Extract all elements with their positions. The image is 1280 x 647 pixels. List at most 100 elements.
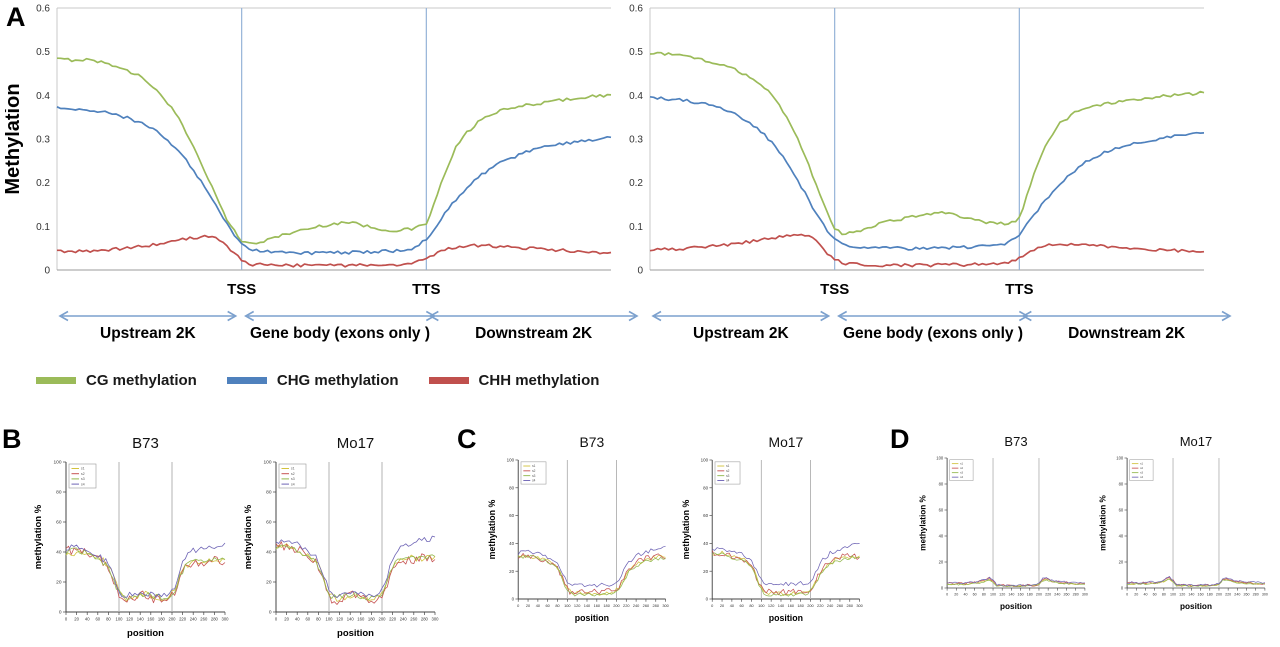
region-label: Gene body (exons only ) xyxy=(250,325,430,342)
svg-text:120: 120 xyxy=(126,617,134,622)
y-axis-ticks: 0 20 40 60 80 100 xyxy=(936,455,948,590)
svg-text:180: 180 xyxy=(368,617,376,622)
svg-text:s2: s2 xyxy=(1140,466,1143,470)
svg-text:100: 100 xyxy=(701,458,709,463)
x-axis-title: position xyxy=(769,613,803,623)
svg-text:40: 40 xyxy=(1119,533,1124,538)
svg-text:s4: s4 xyxy=(1140,475,1143,479)
svg-text:40: 40 xyxy=(703,541,708,546)
svg-text:0: 0 xyxy=(946,592,948,596)
svg-text:220: 220 xyxy=(1045,592,1051,596)
svg-text:20: 20 xyxy=(56,580,62,586)
svg-text:s3: s3 xyxy=(1140,471,1143,475)
panel-a-chart-left: 0 0.1 0.2 0.3 0.4 0.5 0.6 Methylation TSS TTS Upst… xyxy=(5,4,639,342)
svg-text:200: 200 xyxy=(807,603,813,608)
svg-text:0: 0 xyxy=(512,597,515,602)
region-label: Downstream 2K xyxy=(1068,325,1186,342)
svg-text:160: 160 xyxy=(1018,592,1024,596)
svg-text:120: 120 xyxy=(768,603,774,608)
svg-text:s3: s3 xyxy=(960,471,963,475)
svg-text:200: 200 xyxy=(1036,592,1042,596)
marker-label-tts: TTS xyxy=(412,281,440,298)
svg-text:0.1: 0.1 xyxy=(629,222,643,233)
panel-a-legend: CG methylation CHG methylation CHH methy… xyxy=(36,372,599,389)
svg-text:160: 160 xyxy=(594,603,600,608)
x-axis-ticks: 0 20 40 60 80 100 120 140 160 180 200 220 240 260 280 3… xyxy=(517,599,669,608)
y-axis-ticks: 0 20 40 60 80 100 xyxy=(507,458,519,602)
svg-text:80: 80 xyxy=(1162,592,1166,596)
svg-text:s2: s2 xyxy=(291,472,295,476)
y-axis-title: methylation % xyxy=(681,500,691,560)
svg-text:80: 80 xyxy=(106,617,111,622)
svg-text:20: 20 xyxy=(74,617,79,622)
svg-text:0.6: 0.6 xyxy=(36,4,50,15)
svg-text:s2: s2 xyxy=(726,469,730,473)
svg-text:60: 60 xyxy=(56,520,62,526)
region-label: Upstream 2K xyxy=(100,325,196,342)
chart-title: Mo17 xyxy=(1180,434,1213,449)
svg-text:140: 140 xyxy=(1008,592,1014,596)
svg-text:280: 280 xyxy=(653,603,659,608)
svg-text:0: 0 xyxy=(517,603,519,608)
y-axis-ticks: 0 20 40 60 80 100 xyxy=(263,460,276,616)
svg-text:60: 60 xyxy=(95,617,100,622)
y-axis-ticks: 0 20 40 60 80 100 xyxy=(701,458,713,602)
region-label: Gene body (exons only ) xyxy=(843,325,1023,342)
svg-text:20: 20 xyxy=(720,603,724,608)
chh-color-swatch xyxy=(428,377,469,384)
svg-text:120: 120 xyxy=(999,592,1005,596)
svg-text:40: 40 xyxy=(963,592,967,596)
svg-text:s3: s3 xyxy=(81,477,85,481)
series-line-s4 xyxy=(947,576,1085,587)
y-axis-title: methylation % xyxy=(243,504,254,569)
arrowhead-left-icon xyxy=(428,310,439,322)
svg-text:0: 0 xyxy=(1121,585,1124,590)
svg-text:140: 140 xyxy=(778,603,784,608)
svg-text:160: 160 xyxy=(1198,592,1204,596)
x-axis-title: position xyxy=(575,613,609,623)
svg-text:180: 180 xyxy=(797,603,803,608)
svg-text:s4: s4 xyxy=(291,482,295,486)
y-axis-title: methylation % xyxy=(918,494,927,550)
svg-text:200: 200 xyxy=(1216,592,1222,596)
y-axis-title: methylation % xyxy=(1098,494,1107,550)
svg-text:60: 60 xyxy=(1119,507,1124,512)
chart-title: Mo17 xyxy=(337,435,375,452)
svg-text:60: 60 xyxy=(1153,592,1157,596)
region-label: Downstream 2K xyxy=(475,325,593,342)
svg-text:s1: s1 xyxy=(1140,462,1143,466)
marker-label-tss: TSS xyxy=(227,281,256,298)
panel-c-chart-mo17: Mo17 0 20 40 60 80 100 0 20 40 60 80 100 120 140 160 180… xyxy=(681,434,863,623)
svg-text:240: 240 xyxy=(1054,592,1060,596)
svg-text:20: 20 xyxy=(703,569,708,574)
svg-text:260: 260 xyxy=(1063,592,1069,596)
svg-text:100: 100 xyxy=(564,603,570,608)
svg-text:s3: s3 xyxy=(291,477,295,481)
svg-text:80: 80 xyxy=(316,617,321,622)
arrowhead-right-icon xyxy=(820,310,831,322)
svg-text:s1: s1 xyxy=(532,464,536,468)
svg-text:20: 20 xyxy=(954,592,958,596)
svg-text:280: 280 xyxy=(847,603,853,608)
y-axis-title: Methylation xyxy=(5,83,24,194)
svg-text:0: 0 xyxy=(941,585,944,590)
svg-text:60: 60 xyxy=(305,617,310,622)
arrowhead-left-icon xyxy=(244,310,255,322)
svg-text:20: 20 xyxy=(526,603,530,608)
svg-text:40: 40 xyxy=(730,603,734,608)
svg-text:40: 40 xyxy=(266,550,272,556)
svg-text:0.5: 0.5 xyxy=(36,47,50,58)
svg-text:80: 80 xyxy=(509,485,514,490)
svg-text:100: 100 xyxy=(1116,455,1124,460)
svg-text:s2: s2 xyxy=(81,472,85,476)
arrowhead-left-icon xyxy=(651,310,662,322)
svg-text:240: 240 xyxy=(400,617,408,622)
y-axis-ticks: 0 0.1 0.2 0.3 0.4 0.5 0.6 xyxy=(36,4,50,277)
svg-text:100: 100 xyxy=(116,617,124,622)
svg-text:200: 200 xyxy=(379,617,387,622)
x-axis-title: position xyxy=(127,628,164,639)
legend-item-chg: CHG methylation xyxy=(226,372,399,389)
